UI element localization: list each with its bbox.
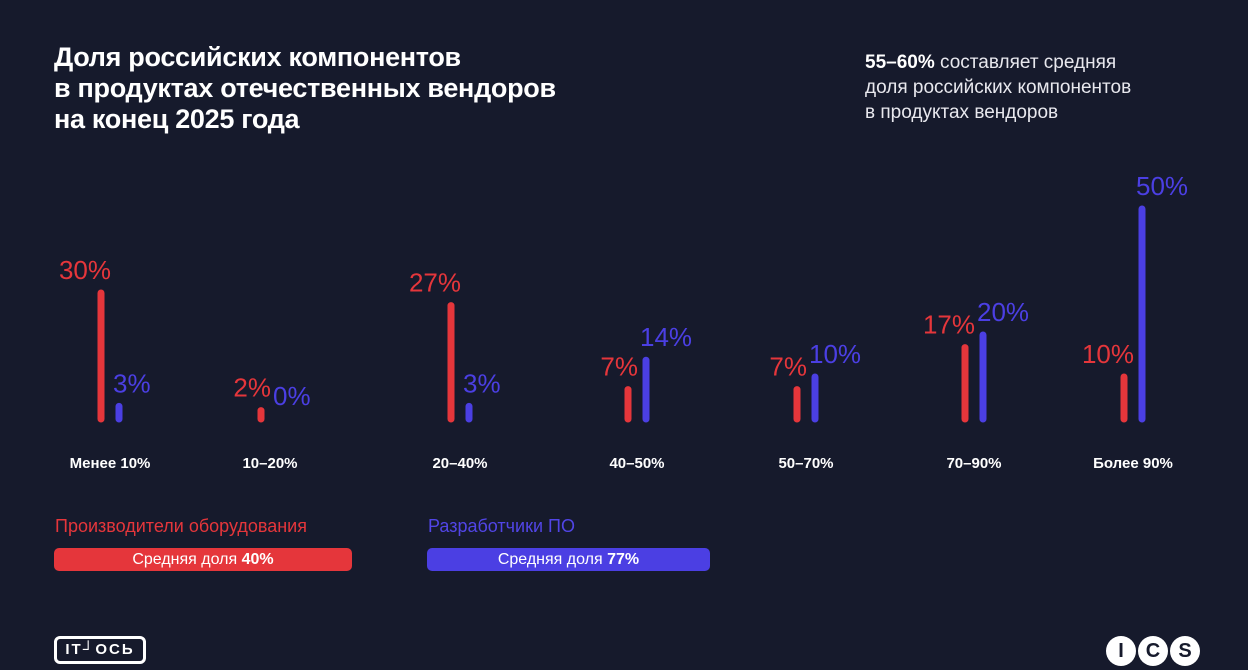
software-value-label: 3% — [463, 368, 501, 398]
legend-software: Разработчики ПО — [428, 516, 575, 536]
bar-chart: Менее 10% 30% 3% 10–20% 2% 0% 20–40% 27% 3% 40–50… — [59, 171, 1188, 472]
category-label: 10–20% — [242, 455, 297, 472]
software-value-label: 10% — [809, 339, 861, 369]
hardware-average-pill: Средняя доля 40% — [54, 548, 352, 571]
category-label: Более 90% — [1093, 455, 1173, 472]
software-value-label: 3% — [113, 368, 151, 398]
hardware-value-label: 7% — [769, 352, 807, 382]
hardware-value-label: 2% — [233, 373, 271, 403]
note-text: доля российских компонентов — [865, 77, 1132, 98]
category-label: 50–70% — [778, 455, 833, 472]
average-note: 55–60% составляет средняя доля российски… — [865, 50, 1225, 125]
software-average-pill: Средняя доля 77% — [427, 548, 710, 571]
avg-label: Средняя доля — [132, 551, 242, 568]
hardware-value-label: 27% — [409, 268, 461, 298]
software-value-label: 50% — [1136, 171, 1188, 201]
note-text: в продуктах вендоров — [865, 102, 1059, 123]
software-value-label: 0% — [273, 381, 311, 411]
category-label: 70–90% — [946, 455, 1001, 472]
avg-value: 40% — [241, 551, 274, 568]
category-label: 40–50% — [609, 455, 664, 472]
hardware-value-label: 17% — [923, 310, 975, 340]
category-label: Менее 10% — [70, 455, 151, 472]
title-line: Доля российских компонентов — [54, 42, 461, 72]
software-value-label: 14% — [640, 322, 692, 352]
legend-hardware: Производители оборудования — [55, 516, 307, 536]
note-text: составляет средняя — [934, 52, 1117, 73]
hardware-value-label: 7% — [600, 352, 638, 382]
note-highlight: 55–60% — [865, 52, 935, 73]
title-line: на конец 2025 года — [54, 104, 300, 134]
software-value-label: 20% — [977, 297, 1029, 327]
hardware-value-label: 30% — [59, 255, 111, 285]
hardware-value-label: 10% — [1082, 339, 1134, 369]
category-label: 20–40% — [432, 455, 487, 472]
avg-label: Средняя доля — [497, 551, 608, 568]
it-os-logo: IT┘ОСЬ — [54, 636, 146, 664]
avg-value: 77% — [607, 551, 640, 568]
page-title: Доля российских компонентов в продуктах … — [54, 42, 654, 135]
title-line: в продуктах отечественных вендоров — [54, 73, 556, 103]
